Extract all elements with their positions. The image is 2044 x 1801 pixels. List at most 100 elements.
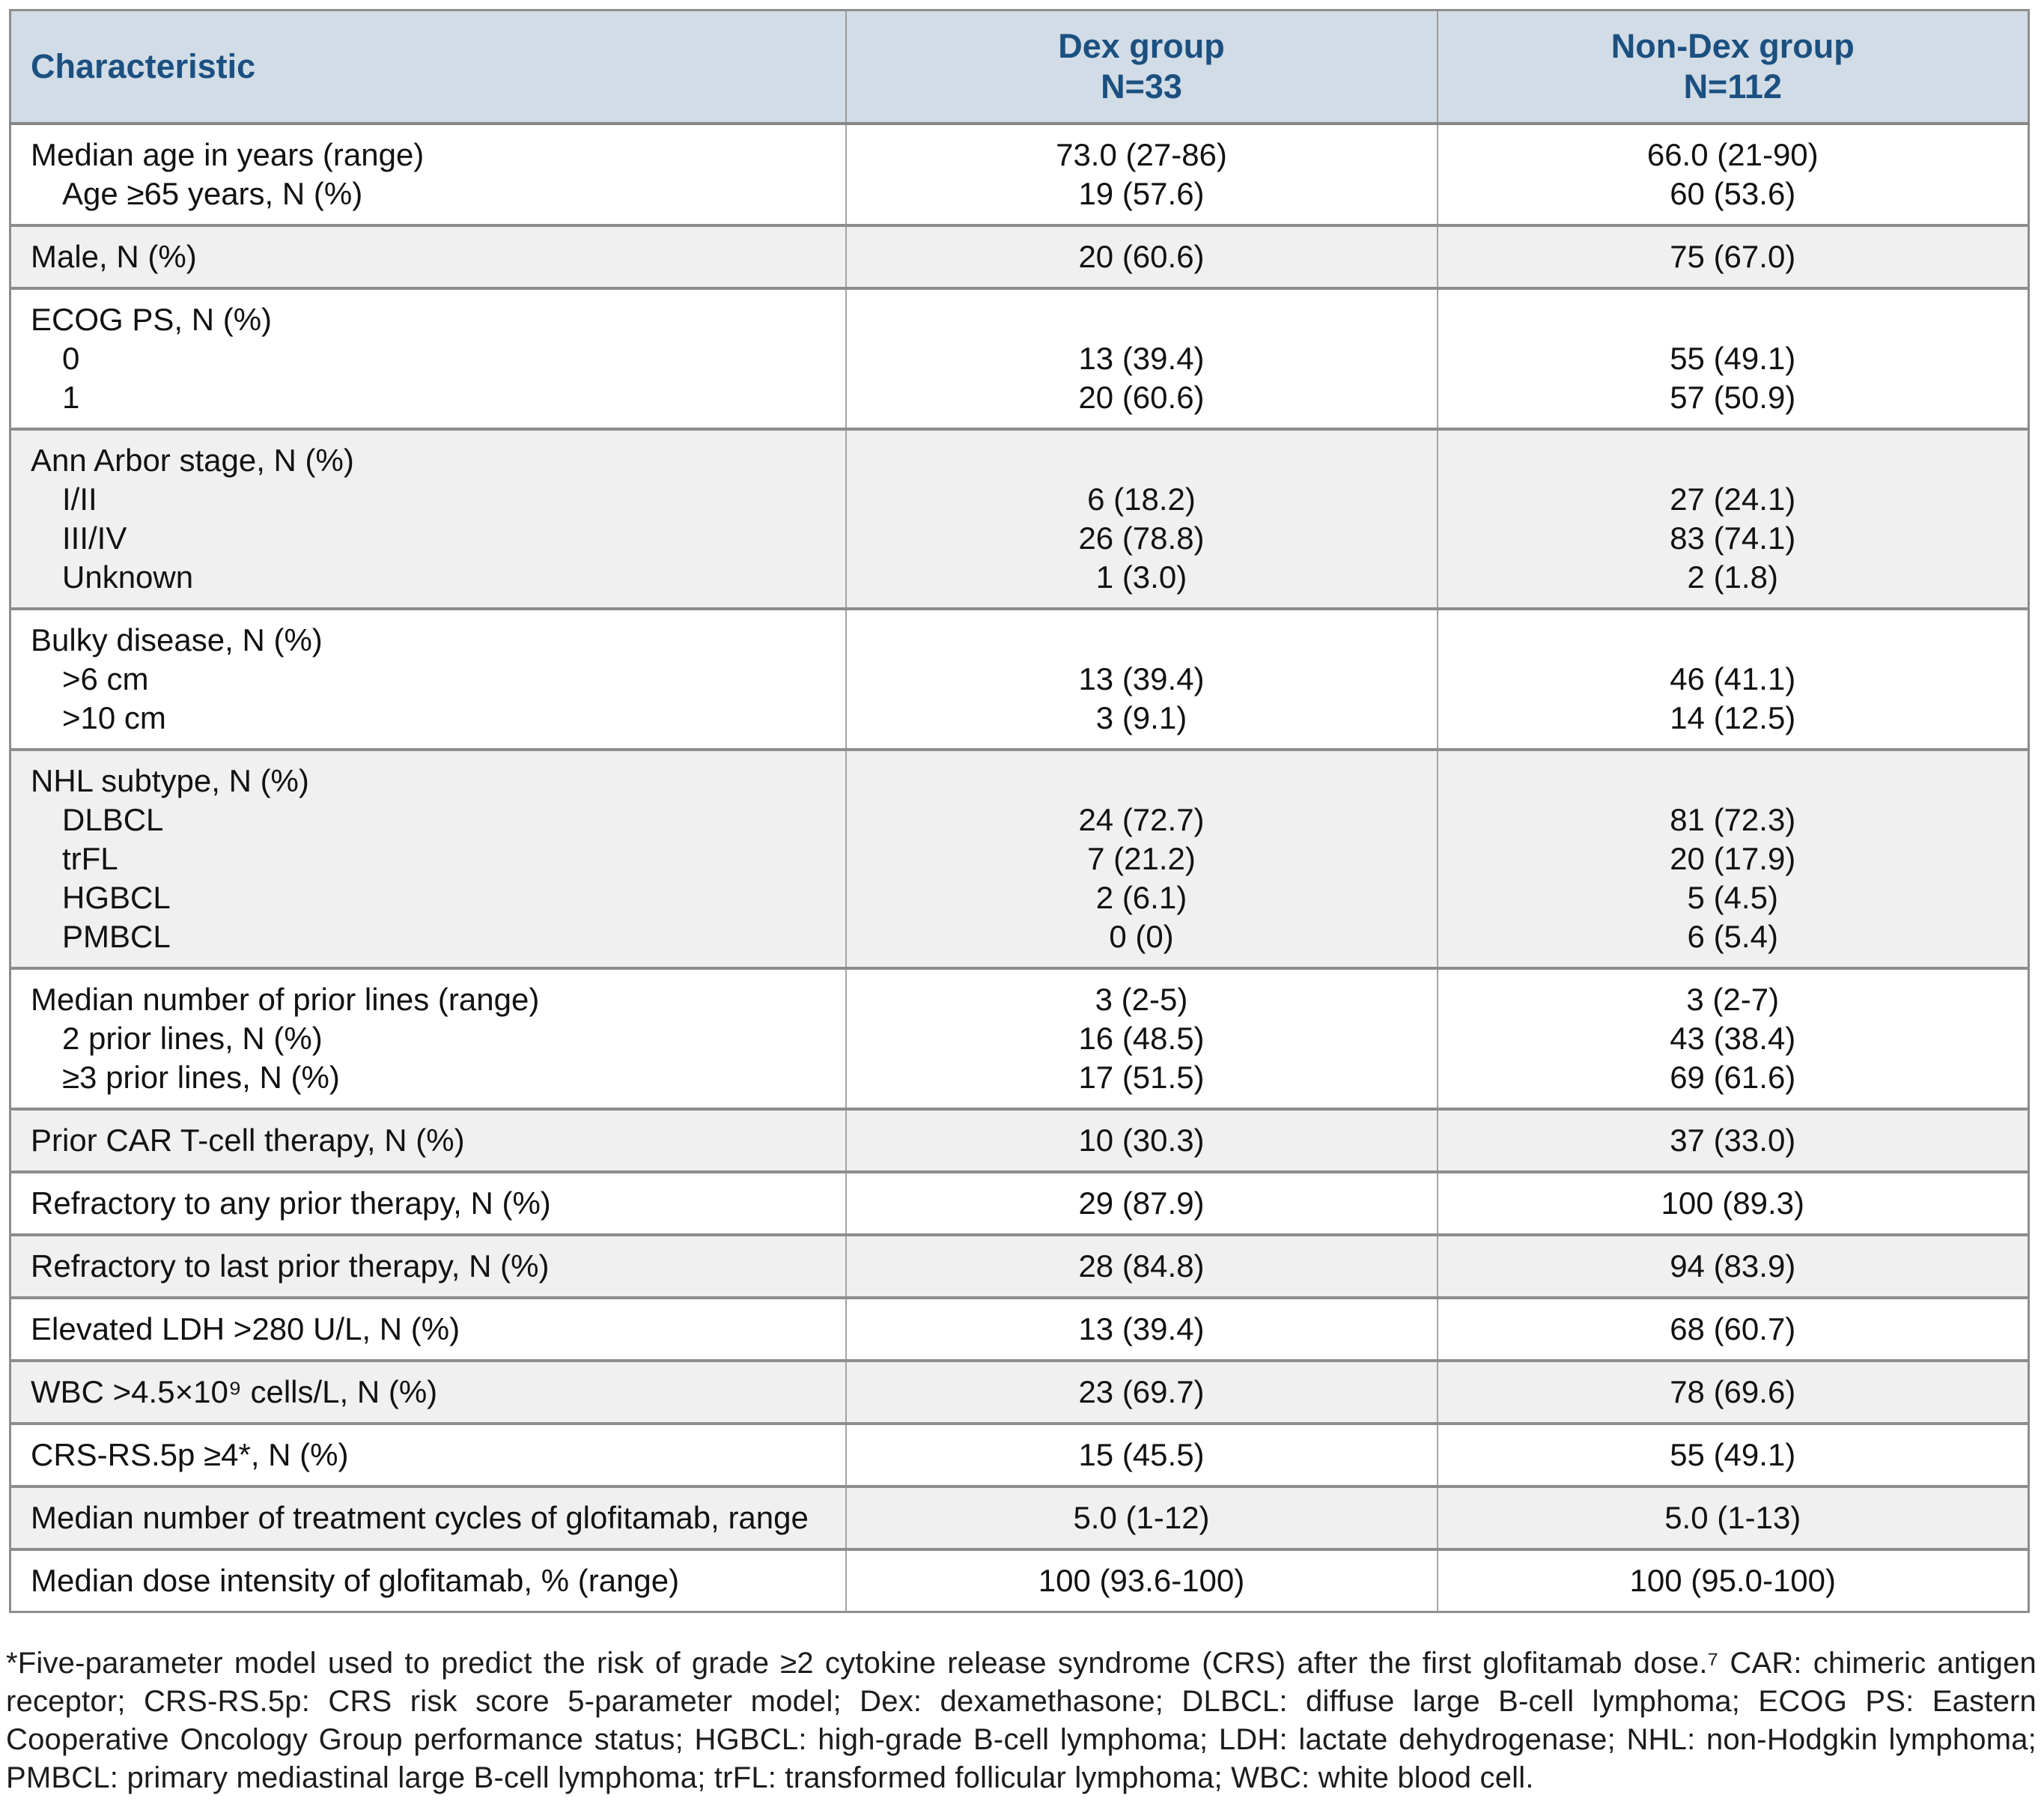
nondex-value [1438, 300, 2028, 339]
characteristic-cell: Refractory to any prior therapy, N (%) [10, 1170, 846, 1235]
dex-value-cell: 20 (60.6) [845, 224, 1438, 288]
characteristic-label: Age ≥65 years, N (%) [62, 176, 363, 211]
characteristic-cell: Median dose intensity of glofitamab, % (… [10, 1548, 846, 1612]
dex-value: 1 (3.0) [1095, 559, 1187, 595]
characteristic-label: Male, N (%) [31, 239, 197, 274]
characteristic-label: >6 cm [62, 661, 149, 696]
dex-value: 24 (72.7) [1078, 802, 1205, 837]
nondex-value-cell: 27 (24.1) 83 (74.1) 2 (1.8) [1436, 428, 2029, 609]
table-row: CRS-RS.5p ≥4*, N (%) 15 (45.5) 55 (49.1) [10, 1422, 2029, 1486]
dex-value: 15 (45.5) [1078, 1437, 1205, 1472]
nondex-value: 69 (61.6) [1670, 1060, 1796, 1095]
dex-value: 13 (39.4) [1078, 661, 1205, 696]
characteristic-cell: Male, N (%) [10, 224, 846, 288]
characteristic-label: Refractory to any prior therapy, N (%) [31, 1185, 551, 1221]
table-row: ECOG PS, N (%) 0 1 13 (39.4) 20 (60.6) 55 (… [10, 287, 2029, 429]
header-nondex-group: Non-Dex group N=112 [1436, 10, 2029, 125]
characteristic-label: trFL [62, 841, 118, 876]
dex-value-cell: 10 (30.3) [845, 1108, 1438, 1172]
dex-value-cell: 29 (87.9) [845, 1170, 1438, 1235]
characteristic-label: I/II [62, 482, 97, 517]
table-row: Refractory to last prior therapy, N (%) 2… [10, 1233, 2029, 1298]
nondex-value: 27 (24.1) [1670, 482, 1796, 517]
dex-value-cell: 100 (93.6-100) [845, 1548, 1438, 1612]
characteristic-cell: Bulky disease, N (%) >6 cm >10 cm [10, 607, 846, 750]
nondex-value: 20 (17.9) [1670, 841, 1796, 876]
nondex-value: 100 (89.3) [1661, 1185, 1804, 1221]
dex-value: 7 (21.2) [1087, 841, 1196, 876]
characteristic-label: PMBCL [62, 919, 171, 954]
dex-value-cell: 5.0 (1-12) [845, 1485, 1438, 1549]
characteristic-cell: NHL subtype, N (%) DLBCL trFL HGBCL PMBCL [10, 748, 846, 968]
nondex-value-cell: 55 (49.1) 57 (50.9) [1436, 287, 2029, 429]
characteristic-label: 0 [62, 341, 80, 376]
nondex-value: 78 (69.6) [1670, 1374, 1796, 1409]
nondex-value: 6 (5.4) [1687, 919, 1778, 954]
table-row: Median number of treatment cycles of glo… [10, 1485, 2029, 1549]
nondex-value-cell: 55 (49.1) [1436, 1422, 2029, 1486]
characteristic-label: 2 prior lines, N (%) [62, 1021, 323, 1056]
table-row: Elevated LDH >280 U/L, N (%) 13 (39.4) 68 … [10, 1296, 2029, 1361]
footnote: *Five-parameter model used to predict th… [6, 1647, 2037, 1794]
dex-value: 3 (9.1) [1095, 700, 1187, 735]
dex-value-cell: 13 (39.4) 20 (60.6) [845, 287, 1438, 429]
characteristic-cell: CRS-RS.5p ≥4*, N (%) [10, 1422, 846, 1486]
characteristic-label: CRS-RS.5p ≥4*, N (%) [31, 1437, 349, 1472]
characteristic-cell: Ann Arbor stage, N (%) I/II III/IV Unknown [10, 428, 846, 609]
nondex-value: 5 (4.5) [1687, 880, 1778, 915]
nondex-value [1438, 621, 2028, 660]
nondex-value-cell: 94 (83.9) [1436, 1233, 2029, 1298]
table-row: NHL subtype, N (%) DLBCL trFL HGBCL PMBCL 24… [10, 748, 2029, 968]
baseline-characteristics-table: Characteristic Dex group N=33 Non-Dex gr… [9, 9, 2030, 1613]
dex-value-cell: 24 (72.7) 7 (21.2) 2 (6.1) 0 (0) [845, 748, 1438, 968]
dex-value: 16 (48.5) [1078, 1021, 1205, 1056]
nondex-value: 14 (12.5) [1670, 700, 1796, 735]
dex-value-cell: 13 (39.4) [845, 1296, 1438, 1361]
dex-value: 23 (69.7) [1078, 1374, 1205, 1409]
characteristic-label: Bulky disease, N (%) [31, 622, 323, 657]
table-row: Median age in years (range) Age ≥65 years… [10, 122, 2029, 225]
nondex-value: 94 (83.9) [1670, 1248, 1796, 1284]
nondex-value: 55 (49.1) [1670, 341, 1796, 376]
dex-value-cell: 15 (45.5) [845, 1422, 1438, 1486]
table-row: Bulky disease, N (%) >6 cm >10 cm 13 (39.4… [10, 607, 2029, 750]
dex-value: 29 (87.9) [1078, 1185, 1205, 1221]
characteristic-label: ECOG PS, N (%) [31, 302, 273, 337]
characteristic-cell: Prior CAR T-cell therapy, N (%) [10, 1108, 846, 1172]
dex-value-cell: 23 (69.7) [845, 1359, 1438, 1424]
nondex-value-cell: 37 (33.0) [1436, 1108, 2029, 1172]
characteristic-label: Ann Arbor stage, N (%) [31, 443, 354, 478]
characteristic-label: Unknown [62, 559, 194, 595]
dex-value: 0 (0) [1109, 919, 1174, 954]
dex-value: 10 (30.3) [1078, 1123, 1205, 1158]
nondex-value-cell: 5.0 (1-13) [1436, 1485, 2029, 1549]
characteristic-cell: Elevated LDH >280 U/L, N (%) [10, 1296, 846, 1361]
header-dex-group-label: Dex group [1058, 27, 1225, 65]
dex-value: 28 (84.8) [1078, 1248, 1205, 1284]
characteristic-cell: Median age in years (range) Age ≥65 years… [10, 122, 846, 225]
nondex-value: 46 (41.1) [1670, 661, 1796, 696]
dex-value-cell: 73.0 (27-86) 19 (57.6) [845, 122, 1438, 225]
dex-value: 6 (18.2) [1087, 482, 1196, 517]
dex-value: 5.0 (1-12) [1073, 1500, 1210, 1535]
nondex-value: 60 (53.6) [1670, 176, 1796, 211]
header-row: Characteristic Dex group N=33 Non-Dex gr… [10, 10, 2029, 125]
characteristic-label: NHL subtype, N (%) [31, 763, 309, 798]
characteristic-label: Median age in years (range) [31, 137, 425, 172]
characteristic-cell: Refractory to last prior therapy, N (%) [10, 1233, 846, 1298]
nondex-value: 75 (67.0) [1670, 239, 1796, 274]
nondex-value: 5.0 (1-13) [1664, 1500, 1801, 1535]
header-nondex-group-n: N=112 [1683, 67, 1782, 106]
characteristic-label: >10 cm [62, 700, 166, 735]
header-characteristic: Characteristic [10, 10, 846, 125]
nondex-value: 2 (1.8) [1687, 559, 1778, 595]
characteristic-label: HGBCL [62, 880, 171, 915]
nondex-value-cell: 66.0 (21-90) 60 (53.6) [1436, 122, 2029, 225]
characteristic-label: DLBCL [62, 802, 164, 837]
dex-value-cell: 28 (84.8) [845, 1233, 1438, 1298]
nondex-value: 100 (95.0-100) [1629, 1563, 1837, 1598]
nondex-value: 83 (74.1) [1670, 520, 1796, 556]
dex-value: 2 (6.1) [1095, 880, 1187, 915]
dex-value: 13 (39.4) [1078, 1311, 1205, 1346]
